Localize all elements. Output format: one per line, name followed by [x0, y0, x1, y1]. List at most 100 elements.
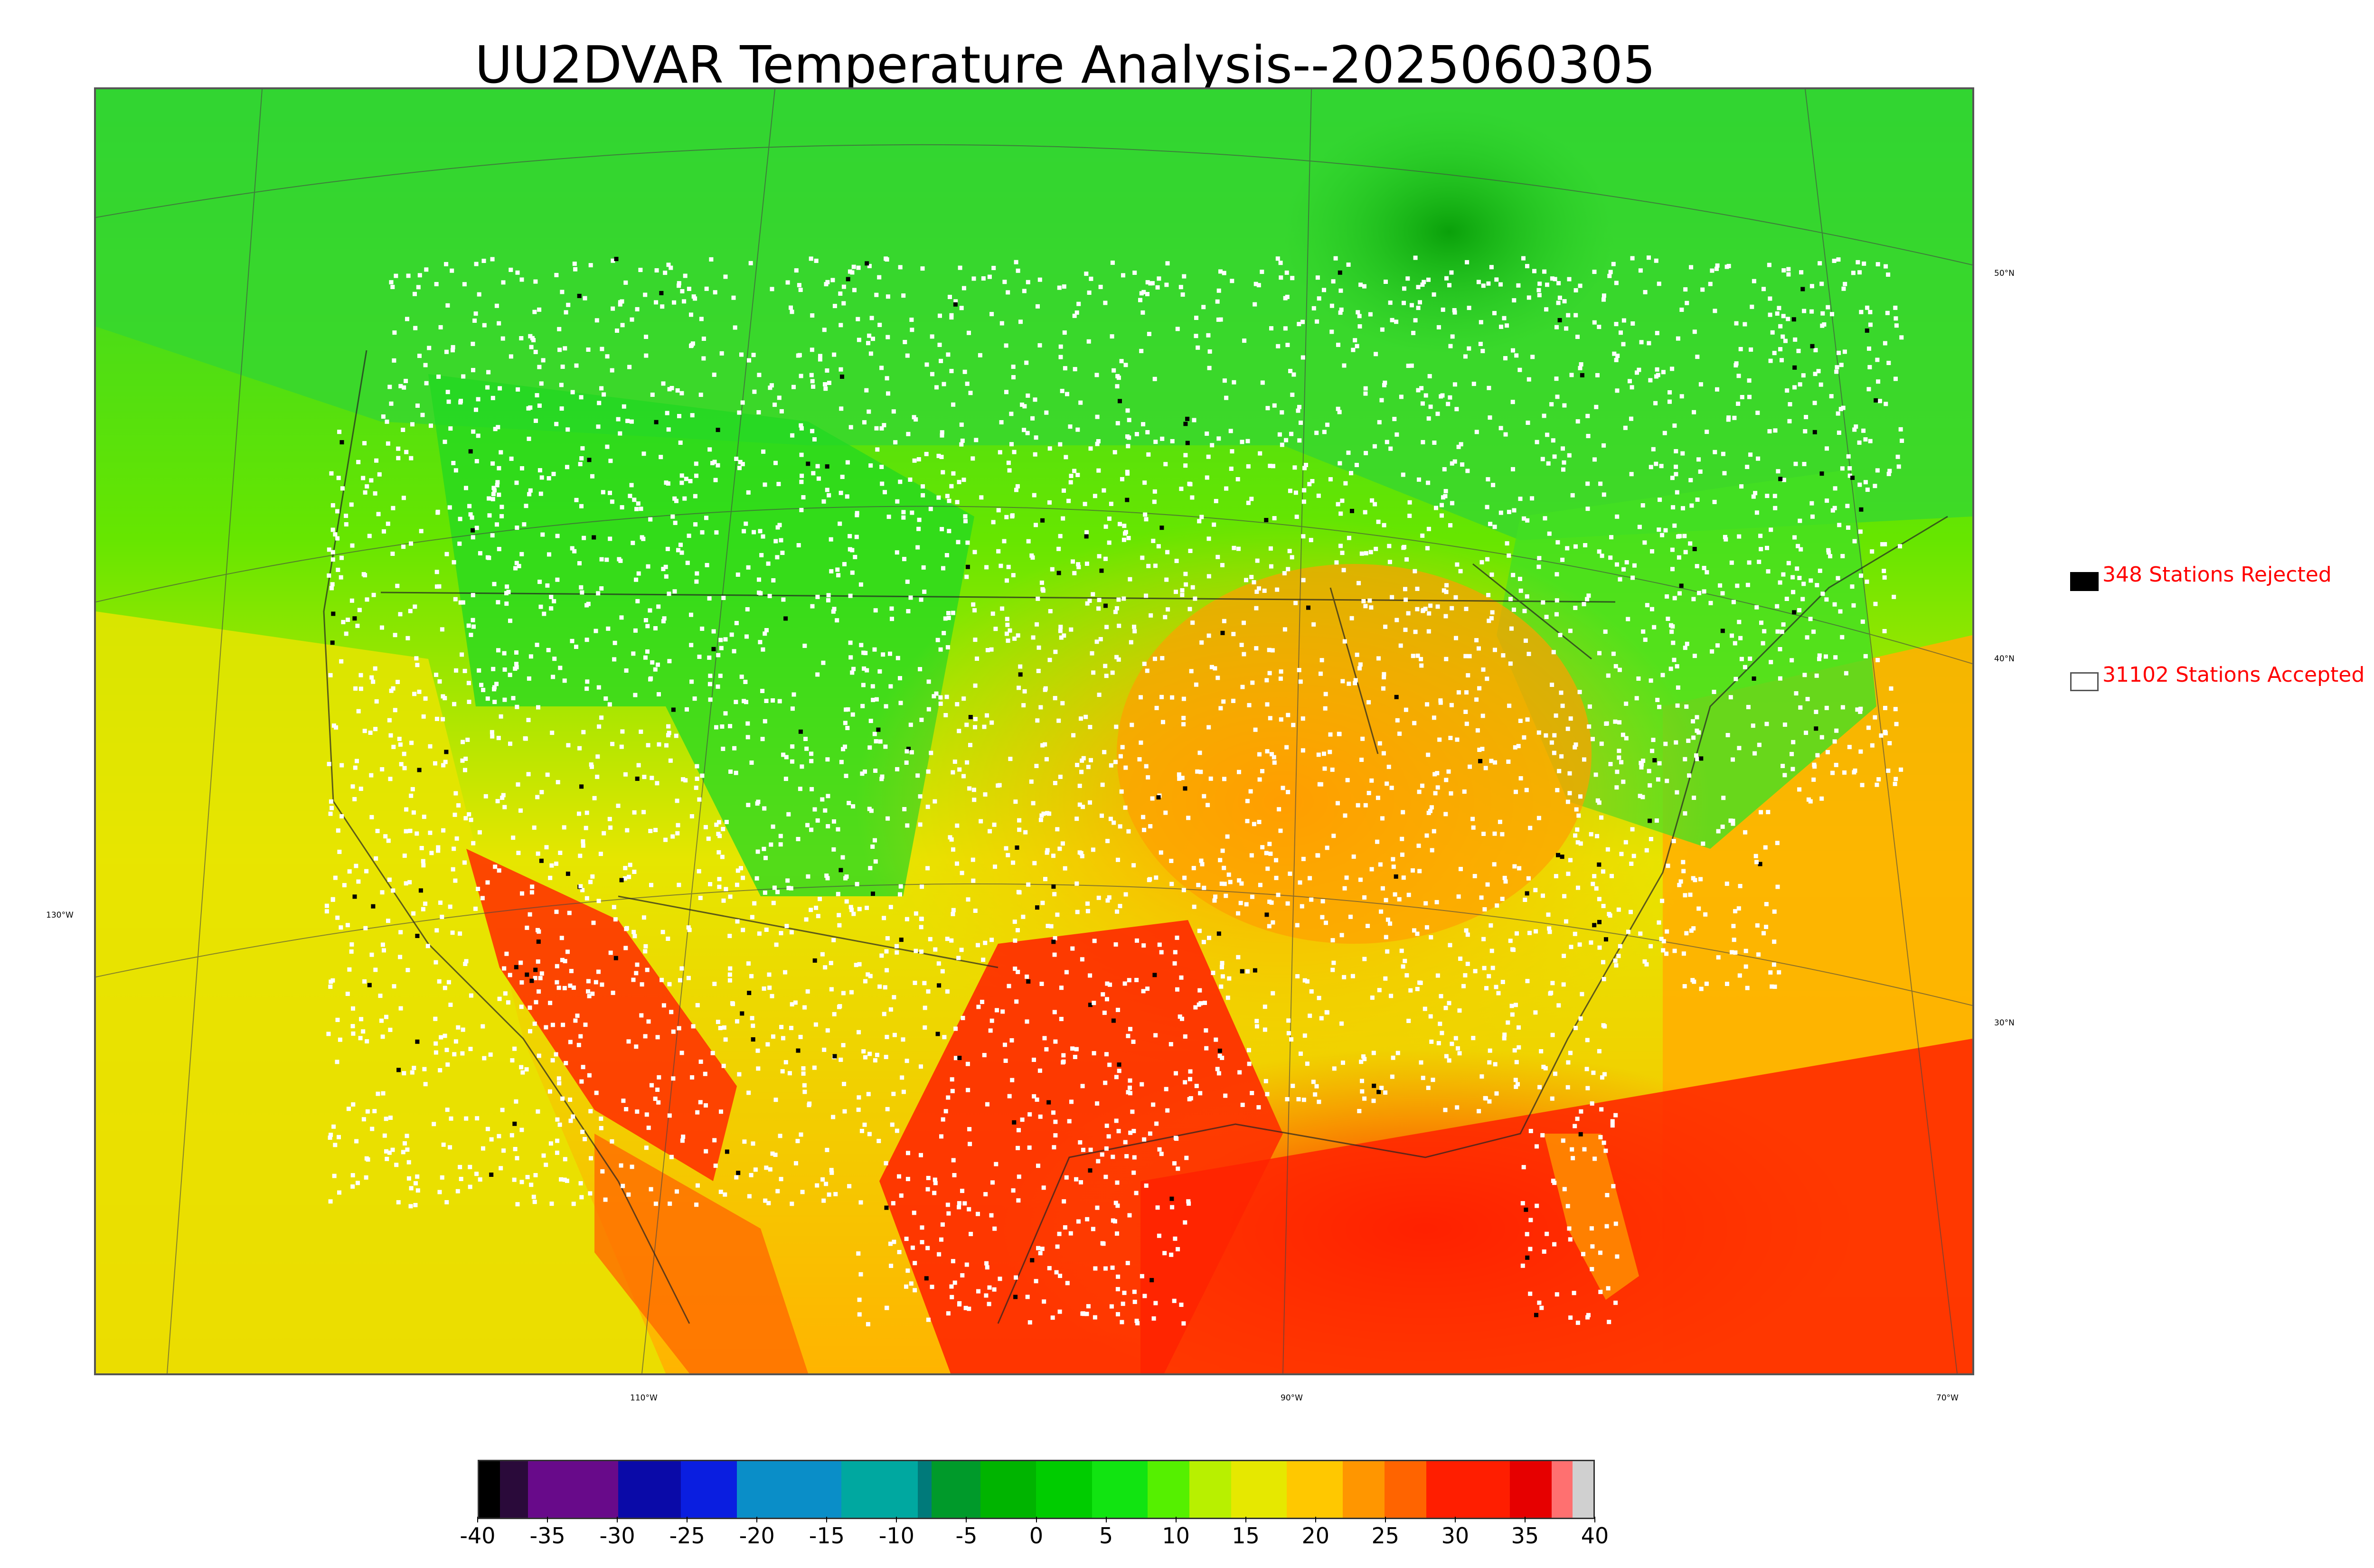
station-accepted-marker	[1716, 829, 1721, 834]
station-accepted-marker	[1253, 302, 1257, 307]
station-accepted-marker	[403, 1141, 407, 1145]
station-accepted-marker	[951, 471, 956, 476]
station-accepted-marker	[870, 845, 875, 849]
station-accepted-marker	[363, 490, 367, 495]
station-accepted-marker	[1076, 301, 1081, 306]
station-accepted-marker	[1145, 292, 1149, 296]
station-accepted-marker	[1077, 783, 1082, 788]
station-accepted-marker	[1554, 325, 1559, 329]
station-accepted-marker	[1732, 415, 1737, 420]
station-accepted-marker	[394, 1163, 399, 1167]
station-accepted-marker	[1027, 1145, 1032, 1150]
station-accepted-marker	[870, 684, 875, 689]
station-accepted-marker	[1286, 1018, 1291, 1023]
station-rejected-marker	[1814, 726, 1818, 731]
station-accepted-marker	[1320, 899, 1325, 903]
station-accepted-marker	[1286, 713, 1291, 717]
station-accepted-marker	[454, 668, 459, 673]
station-accepted-marker	[739, 675, 744, 679]
station-accepted-marker	[1058, 355, 1063, 359]
station-accepted-marker	[1434, 506, 1438, 510]
station-accepted-marker	[355, 759, 359, 763]
station-accepted-marker	[1475, 728, 1480, 733]
station-accepted-marker	[1121, 273, 1125, 278]
colorbar-segment	[918, 1461, 932, 1518]
station-accepted-marker	[1197, 519, 1202, 524]
station-accepted-marker	[985, 648, 990, 652]
station-accepted-marker	[1084, 1312, 1089, 1316]
station-accepted-marker	[1825, 498, 1829, 503]
station-accepted-marker	[1868, 439, 1873, 443]
station-accepted-marker	[1772, 985, 1777, 989]
station-accepted-marker	[1526, 295, 1531, 300]
station-accepted-marker	[718, 638, 723, 642]
station-accepted-marker	[744, 700, 748, 704]
station-accepted-marker	[1745, 465, 1750, 469]
station-accepted-marker	[661, 567, 666, 572]
station-accepted-marker	[1889, 686, 1894, 691]
station-accepted-marker	[1135, 938, 1139, 943]
station-accepted-marker	[1566, 872, 1571, 876]
station-accepted-marker	[774, 942, 779, 947]
station-accepted-marker	[1838, 407, 1843, 412]
station-accepted-marker	[895, 1128, 899, 1133]
station-accepted-marker	[900, 1075, 904, 1080]
station-accepted-marker	[1819, 282, 1824, 286]
station-accepted-marker	[1613, 1300, 1618, 1305]
station-accepted-marker	[1059, 635, 1064, 640]
station-accepted-marker	[581, 1065, 585, 1070]
station-accepted-marker	[344, 522, 349, 526]
temperature-map[interactable]	[94, 87, 1974, 1375]
station-accepted-marker	[1213, 666, 1217, 671]
station-accepted-marker	[344, 631, 349, 636]
station-accepted-marker	[607, 702, 612, 707]
station-accepted-marker	[673, 520, 678, 525]
station-accepted-marker	[1068, 480, 1073, 485]
station-accepted-marker	[335, 509, 339, 514]
station-accepted-marker	[1450, 501, 1454, 506]
station-accepted-marker	[524, 504, 528, 508]
station-rejected-marker	[613, 956, 618, 960]
station-accepted-marker	[608, 536, 612, 541]
station-accepted-marker	[1450, 461, 1454, 466]
station-accepted-marker	[471, 341, 475, 346]
station-accepted-marker	[1842, 349, 1847, 354]
station-accepted-marker	[689, 312, 693, 317]
station-accepted-marker	[373, 491, 377, 496]
station-accepted-marker	[473, 906, 478, 911]
station-accepted-marker	[1032, 493, 1036, 498]
station-accepted-marker	[1566, 1060, 1571, 1065]
station-accepted-marker	[1567, 1226, 1572, 1231]
station-accepted-marker	[962, 1201, 967, 1206]
station-accepted-marker	[1684, 704, 1689, 709]
station-accepted-marker	[971, 602, 976, 607]
station-accepted-marker	[1316, 493, 1321, 498]
station-accepted-marker	[1080, 758, 1084, 763]
station-accepted-marker	[1894, 722, 1899, 726]
station-accepted-marker	[1463, 973, 1468, 977]
station-accepted-marker	[1397, 897, 1402, 901]
station-accepted-marker	[1173, 1136, 1178, 1140]
station-accepted-marker	[1777, 306, 1781, 310]
station-accepted-marker	[796, 837, 801, 841]
station-accepted-marker	[1605, 847, 1610, 852]
station-accepted-marker	[1383, 1090, 1388, 1095]
station-accepted-marker	[1132, 271, 1137, 275]
station-accepted-marker	[1130, 1109, 1135, 1114]
station-accepted-marker	[469, 993, 473, 998]
station-accepted-marker	[1630, 575, 1635, 580]
station-accepted-marker	[815, 818, 820, 823]
station-accepted-marker	[1339, 933, 1344, 938]
station-accepted-marker	[842, 562, 847, 566]
station-accepted-marker	[478, 1177, 482, 1182]
station-accepted-marker	[347, 869, 352, 874]
station-accepted-marker	[1108, 982, 1112, 987]
station-accepted-marker	[640, 982, 644, 987]
station-rejected-marker	[1752, 676, 1756, 681]
station-accepted-marker	[1389, 994, 1394, 998]
station-accepted-marker	[886, 335, 890, 339]
station-accepted-marker	[635, 599, 640, 603]
station-accepted-marker	[626, 1192, 631, 1197]
station-accepted-marker	[1161, 720, 1165, 724]
station-accepted-marker	[666, 937, 670, 941]
